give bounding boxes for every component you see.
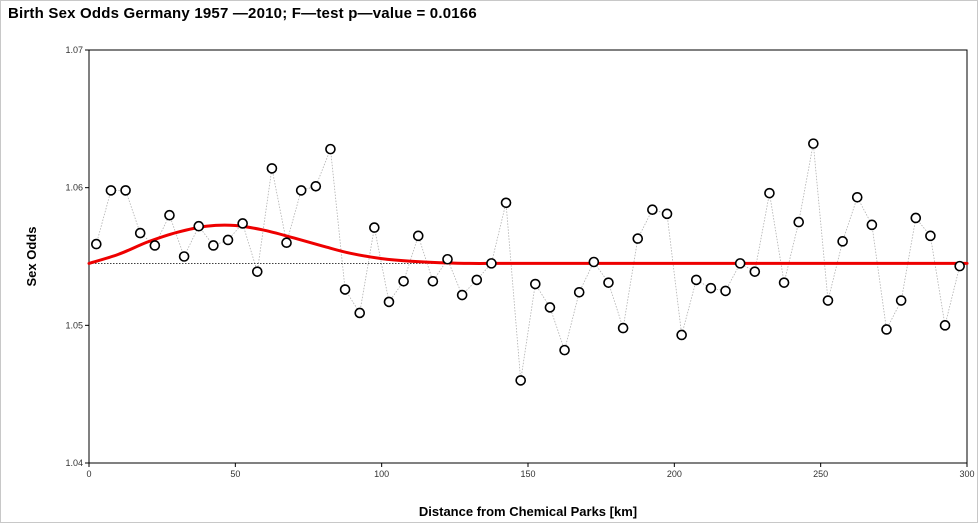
data-point [910,212,922,224]
data-point [661,208,673,220]
data-point [354,307,366,319]
data-point [91,238,102,250]
data-point [925,230,936,242]
points-layer [91,138,965,386]
data-point [720,285,731,297]
data-point [383,296,395,308]
data-point [295,185,307,196]
plot-area [88,49,968,464]
data-point [749,266,761,277]
data-point [632,233,644,244]
data-point [939,320,951,331]
data-point [251,266,263,277]
data-point [676,329,687,341]
data-point [866,219,878,231]
data-point [764,187,775,199]
data-point [822,295,834,306]
data-point [588,256,600,268]
data-point [412,230,424,242]
data-point [134,227,146,239]
data-point [398,275,409,287]
data-point [515,375,526,386]
data-point [954,260,965,272]
data-point [266,163,278,174]
x-tick-label: 0 [86,469,91,479]
data-point [427,275,439,287]
data-point [734,258,746,269]
chart-title: Birth Sex Odds Germany 1957 —2010; F—tes… [8,5,477,22]
data-point [325,143,336,155]
plot-border [88,49,968,464]
x-tick-label: 200 [667,469,682,479]
fit-curve [87,223,969,265]
x-tick-label: 250 [813,469,828,479]
data-point [369,222,380,233]
data-point [530,278,541,290]
y-tick-label: 1.04 [65,458,83,468]
data-point [208,240,219,251]
data-point [310,180,322,192]
data-point [647,204,658,215]
data-point [778,277,790,288]
data-point [339,284,351,295]
data-point [559,344,570,356]
data-point [617,322,629,334]
data-point [690,274,702,286]
data-point [837,236,848,247]
data-point [120,185,131,196]
x-tick-label: 100 [374,469,389,479]
y-axis-title: Sex Odds [24,227,39,287]
data-point [500,197,512,209]
data-point [486,258,497,269]
data-point [808,138,819,149]
y-tick-label: 1.06 [65,183,83,193]
data-point [851,192,863,203]
x-axis-title: Distance from Chemical Parks [km] [419,504,637,519]
data-point [164,209,175,221]
data-point [895,295,907,306]
data-point [603,277,614,288]
data-point [471,274,483,286]
x-tick-label: 50 [230,469,240,479]
data-point [544,302,556,313]
data-point [149,240,161,251]
x-tick-label: 150 [520,469,535,479]
data-point [573,286,585,298]
data-point [193,220,205,232]
data-point [881,324,892,335]
data-point [456,289,468,301]
data-point [105,185,117,196]
data-point [442,253,453,265]
data-point [793,216,805,228]
x-tick-label: 300 [959,469,974,479]
data-point [705,282,717,294]
y-tick-label: 1.07 [65,45,83,55]
fit-layer [87,223,969,265]
axes-layer: 1.04 1.05 1.06 1.07 0 50 100 150 200 250 300 [65,45,974,479]
y-tick-label: 1.05 [65,320,83,330]
data-point [178,251,190,262]
data-point [237,218,248,229]
data-point [281,237,292,249]
data-point [222,234,234,246]
